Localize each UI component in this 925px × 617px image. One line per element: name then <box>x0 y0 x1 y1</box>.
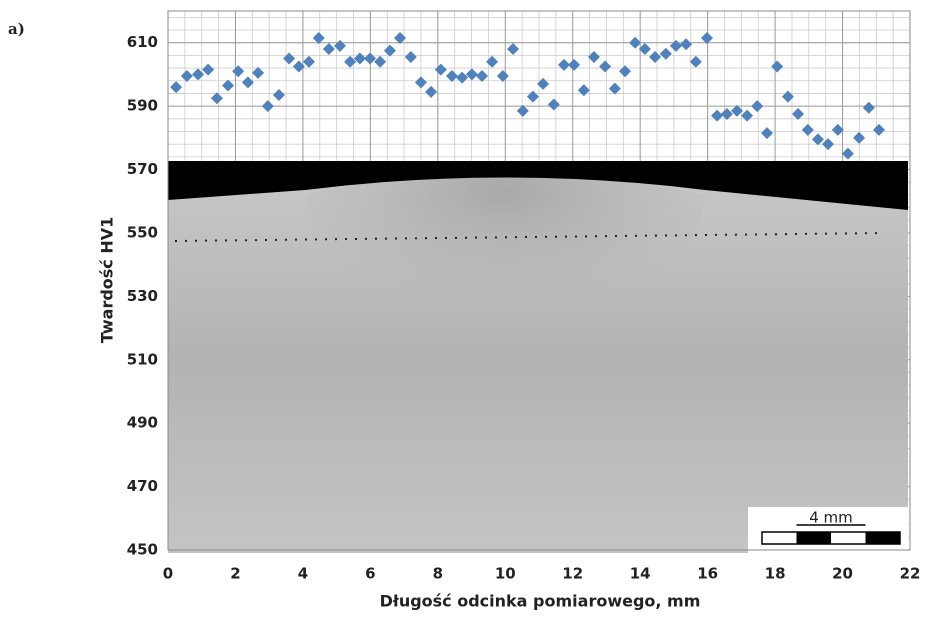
data-point <box>822 138 835 151</box>
data-point <box>547 98 560 111</box>
data-point <box>516 104 529 117</box>
data-point <box>180 69 193 82</box>
data-point <box>831 123 844 136</box>
data-point <box>801 123 814 136</box>
data-point <box>272 89 285 102</box>
y-tick-label: 510 <box>127 350 158 368</box>
data-point <box>608 82 621 95</box>
data-point <box>353 52 366 65</box>
y-tick-label: 570 <box>127 160 158 178</box>
data-point <box>302 55 315 68</box>
data-point <box>526 90 539 103</box>
data-point <box>811 133 824 146</box>
x-axis-label: Długość odcinka pomiarowego, mm <box>380 592 701 611</box>
data-point <box>599 60 612 73</box>
data-point <box>587 50 600 63</box>
x-tick-label: 14 <box>630 565 651 583</box>
x-tick-label: 8 <box>433 565 443 583</box>
data-point <box>434 63 447 76</box>
x-tick-label: 4 <box>298 565 308 583</box>
data-point <box>283 52 296 65</box>
y-tick-label: 490 <box>127 414 158 432</box>
data-point <box>192 68 205 81</box>
data-point <box>394 31 407 44</box>
x-tick-label: 22 <box>900 565 921 583</box>
data-point <box>364 52 377 65</box>
data-point <box>537 77 550 90</box>
data-point <box>261 100 274 113</box>
y-tick-label: 550 <box>127 223 158 241</box>
data-point <box>680 38 693 51</box>
data-point <box>629 36 642 49</box>
data-point <box>344 55 357 68</box>
data-point <box>638 43 651 56</box>
data-point <box>760 127 773 140</box>
data-point <box>312 31 325 44</box>
data-point <box>232 65 245 78</box>
data-point <box>669 39 682 52</box>
data-point <box>414 76 427 89</box>
data-point <box>872 123 885 136</box>
data-point <box>496 69 509 82</box>
y-axis-label: Twardość HV1 <box>98 217 117 344</box>
data-point <box>781 90 794 103</box>
data-point <box>404 50 417 63</box>
data-point <box>210 92 223 105</box>
data-point <box>568 58 581 71</box>
data-point <box>841 147 854 160</box>
data-point <box>751 100 764 113</box>
x-tick-label: 6 <box>365 565 375 583</box>
data-point <box>334 39 347 52</box>
x-tick-label: 0 <box>163 565 173 583</box>
data-point <box>700 31 713 44</box>
data-point <box>476 69 489 82</box>
plot-frame <box>167 10 911 551</box>
data-point <box>322 43 335 56</box>
data-point <box>792 108 805 121</box>
data-point <box>374 55 387 68</box>
data-point <box>557 58 570 71</box>
data-point <box>659 47 672 60</box>
data-point <box>465 68 478 81</box>
data-point <box>741 109 754 122</box>
data-point <box>202 63 215 76</box>
data-point <box>241 76 254 89</box>
data-point <box>649 50 662 63</box>
y-tick-label: 590 <box>127 97 158 115</box>
data-point <box>252 66 265 79</box>
data-point <box>862 101 875 114</box>
data-point <box>383 44 396 57</box>
data-point <box>292 60 305 73</box>
data-point <box>720 108 733 121</box>
y-tick-label: 530 <box>127 287 158 305</box>
data-point <box>689 55 702 68</box>
data-point <box>425 85 438 98</box>
data-point <box>577 84 590 97</box>
data-point <box>170 81 183 94</box>
data-point <box>486 55 499 68</box>
micrograph: 4 mm <box>168 161 908 553</box>
x-tick-label: 10 <box>495 565 516 583</box>
data-point <box>445 69 458 82</box>
x-tick-label: 16 <box>697 565 718 583</box>
data-point <box>771 60 784 73</box>
x-tick-label: 2 <box>230 565 240 583</box>
scale-bar-label: 4 mm <box>809 509 853 527</box>
y-tick-label: 610 <box>127 33 158 51</box>
panel-label: a) <box>8 20 25 38</box>
x-tick-label: 12 <box>562 565 583 583</box>
data-point <box>507 43 520 56</box>
data-point <box>619 65 632 78</box>
x-tick-label: 20 <box>832 565 853 583</box>
data-point <box>222 79 235 92</box>
data-point <box>730 104 743 117</box>
data-point <box>853 131 866 144</box>
data-point <box>456 71 469 84</box>
y-tick-label: 470 <box>127 477 158 495</box>
y-tick-label: 450 <box>127 541 158 559</box>
data-point <box>711 109 724 122</box>
x-tick-label: 18 <box>765 565 786 583</box>
